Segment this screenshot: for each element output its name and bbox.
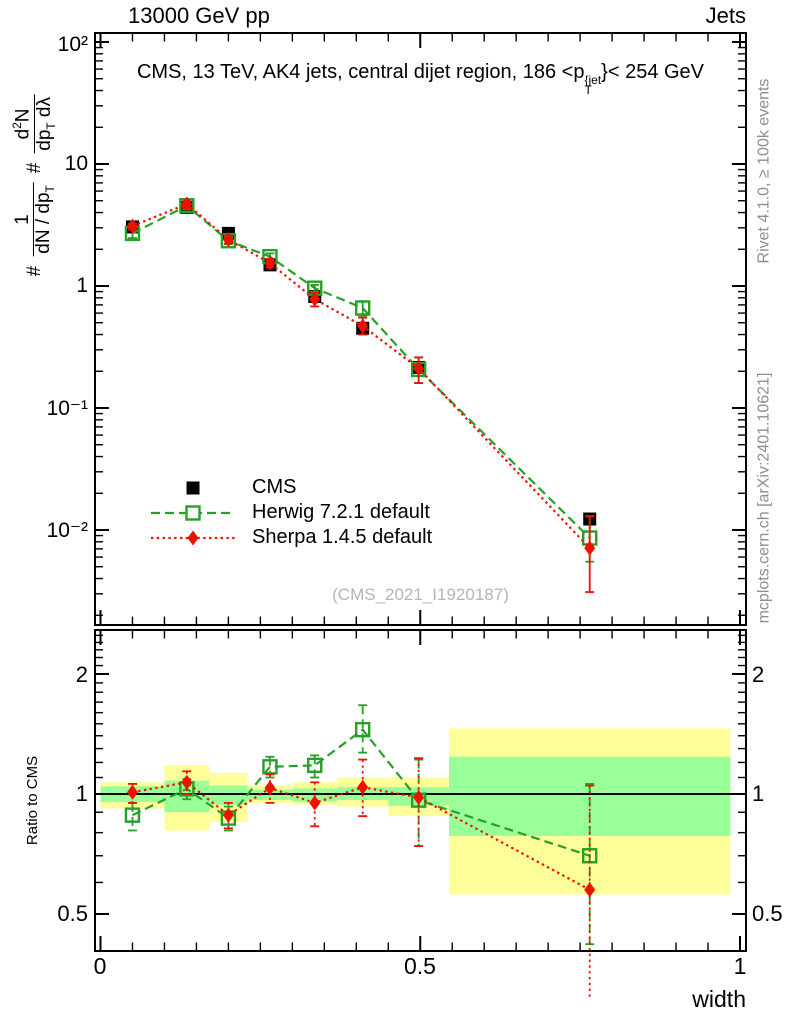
ratio-tick-label-right: 2: [752, 662, 765, 687]
y-tick-label: 10⁻²: [46, 519, 88, 542]
y-tick-label: 10⁻¹: [46, 397, 88, 420]
normalization-fraction: 1 dN / dpT: [11, 182, 58, 257]
ratio-tick-label-right: 0.5: [752, 901, 783, 926]
observable-fraction: d2N dpT dλ: [11, 93, 59, 154]
analysis-id-watermark: (CMS_2021_I1920187): [332, 585, 509, 604]
sherpa-marker-icon: [151, 530, 235, 545]
legend-item-cms: CMS: [148, 475, 432, 500]
ratio-y-axis-title: Ratio to CMS: [24, 755, 42, 845]
plot-title: CMS, 13 TeV, AK4 jets, central dijet reg…: [95, 61, 746, 97]
beam-energy-label: 13000 GeV pp: [128, 3, 270, 28]
analysis-group-label: Jets: [705, 3, 746, 28]
x-tick-label: 1: [733, 953, 747, 979]
herwig-marker-icon: [151, 504, 235, 521]
ratio-tick-label: 2: [75, 662, 88, 687]
rivet-version-note: Rivet 4.1.0, ≥ 100k events: [755, 78, 773, 263]
y-tick-label: 10: [64, 152, 88, 175]
x-tick-label: 0.5: [404, 953, 436, 979]
legend-label: Herwig 7.2.1 default: [252, 501, 430, 523]
x-tick-label: 0: [93, 953, 107, 979]
y-tick-label: 10²: [57, 33, 88, 56]
legend-item-sherpa: Sherpa 1.4.5 default: [148, 525, 432, 550]
x-axis-title: width: [692, 986, 746, 1012]
cms-marker-icon: [186, 481, 200, 494]
mcplots-reference-note: mcplots.cern.ch [arXiv:2401.10621]: [755, 372, 772, 623]
legend: CMS Herwig 7.2.1 default Sherpa 1.4.5 de…: [148, 475, 432, 550]
plot-title-text: CMS, 13 TeV, AK4 jets, central dijet reg…: [136, 61, 585, 83]
plot-title-tail: }< 254 GeV: [601, 61, 705, 83]
legend-item-herwig: Herwig 7.2.1 default: [148, 500, 432, 525]
plot-title-supsub: {jet T: [584, 73, 602, 97]
legend-label: Sherpa 1.4.5 default: [252, 526, 433, 548]
y-tick-label: 1: [76, 274, 88, 297]
ratio-tick-label-right: 1: [752, 781, 765, 806]
ratio-tick-label: 1: [75, 781, 88, 806]
ratio-tick-label: 0.5: [57, 901, 88, 926]
legend-label: CMS: [252, 476, 297, 498]
